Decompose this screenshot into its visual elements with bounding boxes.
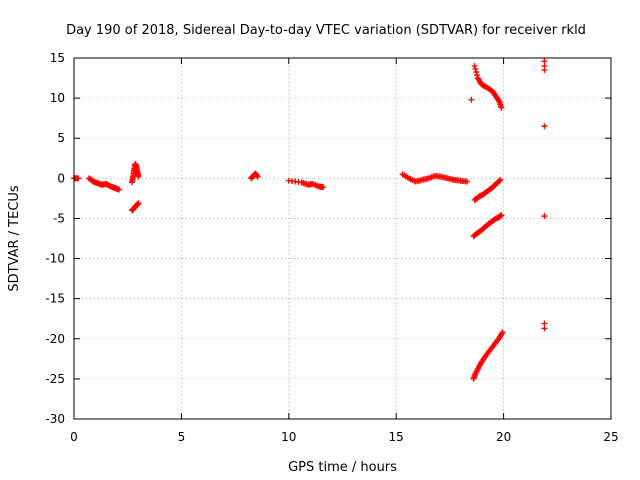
series-short-pass-a-lower bbox=[128, 200, 142, 214]
x-tick-labels: 0 5 10 15 20 25 bbox=[70, 430, 618, 444]
y-tick-labels: 15 10 5 0 -5 -10 -15 -20 -25 -30 bbox=[45, 51, 65, 426]
data-point bbox=[496, 177, 503, 184]
data-point bbox=[116, 186, 123, 193]
data-point bbox=[498, 212, 505, 219]
x-tick-label: 25 bbox=[603, 430, 618, 444]
x-tick-label: 20 bbox=[496, 430, 511, 444]
data-point bbox=[541, 213, 548, 220]
y-tick-label: -15 bbox=[45, 292, 65, 306]
y-tick-label: 0 bbox=[57, 171, 65, 185]
data-point bbox=[499, 329, 506, 336]
plot-frame bbox=[73, 57, 612, 420]
data-point bbox=[495, 97, 502, 104]
chart-title: Day 190 of 2018, Sidereal Day-to-day VTE… bbox=[66, 23, 586, 38]
y-tick-label: -30 bbox=[45, 412, 65, 426]
data-point bbox=[135, 200, 142, 207]
data-point bbox=[254, 173, 261, 180]
series-lower-arc bbox=[470, 329, 506, 382]
y-tick-label: -10 bbox=[45, 252, 65, 266]
data-point bbox=[320, 184, 327, 191]
series-morning-cluster bbox=[86, 175, 123, 193]
y-tick-label: -20 bbox=[45, 332, 65, 346]
series-isolated-9.8 bbox=[468, 96, 475, 103]
series-pass-10h bbox=[285, 177, 327, 191]
data-point bbox=[472, 66, 479, 73]
data-point bbox=[135, 173, 142, 180]
data-point bbox=[471, 63, 478, 70]
data-point bbox=[541, 123, 548, 130]
x-tick-label: 15 bbox=[389, 430, 404, 444]
series-short-pass-a-upper bbox=[128, 160, 142, 186]
x-tick-label: 0 bbox=[70, 430, 78, 444]
data-point bbox=[474, 72, 481, 79]
data-point bbox=[498, 104, 505, 111]
series-rising-upper-arc bbox=[471, 63, 505, 111]
series-near-zero-arc bbox=[471, 176, 504, 203]
series-t0-near-zero bbox=[71, 175, 82, 182]
data-point bbox=[464, 178, 471, 185]
series-late-points bbox=[541, 58, 548, 332]
y-tick-label: -5 bbox=[53, 211, 65, 225]
data-point bbox=[473, 69, 480, 76]
data-points bbox=[71, 58, 548, 382]
y-tick-label: 15 bbox=[50, 51, 65, 65]
data-point bbox=[75, 175, 82, 182]
series-afternoon-band bbox=[399, 171, 471, 185]
grid-lines bbox=[74, 58, 611, 419]
x-axis-label: GPS time / hours bbox=[288, 460, 397, 475]
data-point bbox=[541, 325, 548, 332]
y-tick-label: -25 bbox=[45, 372, 65, 386]
x-tick-label: 5 bbox=[178, 430, 186, 444]
series-pass-8h bbox=[248, 170, 261, 182]
series-minus-five-arc bbox=[470, 212, 505, 240]
data-point bbox=[541, 67, 548, 74]
axis-ticks bbox=[73, 57, 612, 420]
y-tick-label: 10 bbox=[50, 91, 65, 105]
y-axis-label: SDTVAR / TECUs bbox=[7, 185, 22, 292]
y-tick-label: 5 bbox=[57, 131, 65, 145]
x-tick-label: 10 bbox=[281, 430, 296, 444]
data-point bbox=[468, 96, 475, 103]
data-point bbox=[497, 176, 504, 183]
